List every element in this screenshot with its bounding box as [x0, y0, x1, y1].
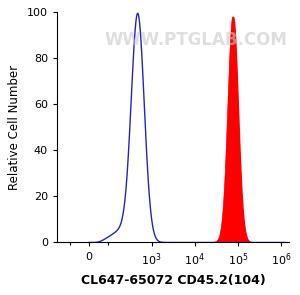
Y-axis label: Relative Cell Number: Relative Cell Number — [8, 65, 21, 190]
X-axis label: CL647-65072 CD45.2(104): CL647-65072 CD45.2(104) — [81, 274, 265, 287]
Text: WWW.PTGLAB.COM: WWW.PTGLAB.COM — [105, 31, 288, 49]
